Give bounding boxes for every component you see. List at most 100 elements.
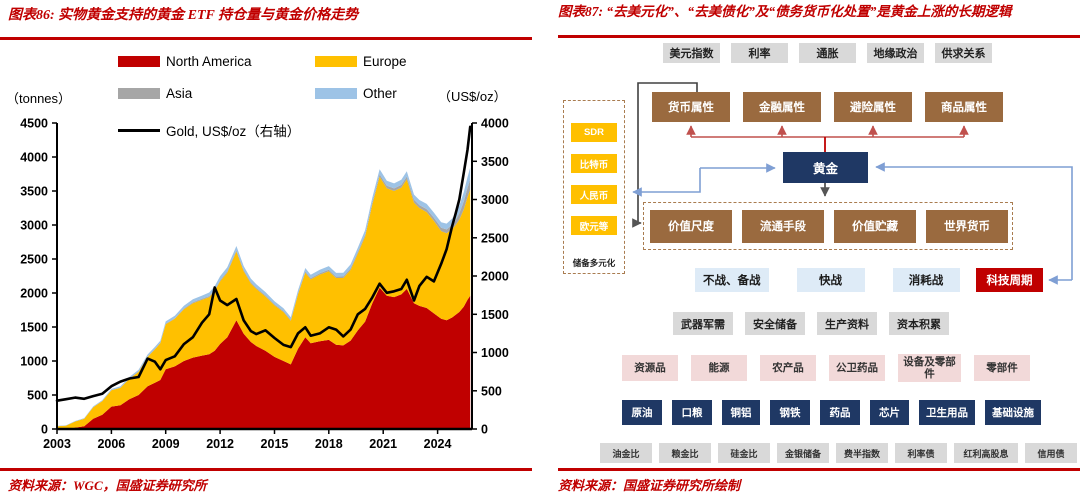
gold-logic-diagram: 美元指数 利率 通胀 地缘政治 供求关系 货币属性 金融属性 避险属性 商品属性 SDR 比特币… [540, 40, 1080, 468]
left-tick-label: 1500 [20, 321, 48, 335]
x-tick-label: 2018 [315, 437, 343, 451]
function-0: 价值尺度 [650, 209, 732, 243]
right-tick-label: 1500 [481, 308, 509, 322]
category-1: 能源 [691, 355, 747, 381]
x-tick-label: 2015 [261, 437, 289, 451]
category-4: 设备及零部件 [898, 353, 961, 383]
legend-item-other: Other [315, 86, 397, 101]
x-tick-label: 2024 [424, 437, 452, 451]
indicator-7: 信用债 [1025, 443, 1077, 463]
function-2: 价值贮藏 [834, 209, 916, 243]
asia-swatch [118, 88, 160, 99]
left-tick-label: 2500 [20, 253, 48, 267]
title-divider [558, 35, 1080, 38]
right-tick-label: 3500 [481, 155, 509, 169]
left-tick-label: 2000 [20, 287, 48, 301]
area-north-america [57, 287, 471, 429]
right-tick-label: 500 [481, 384, 502, 398]
right-tick-label: 4000 [481, 117, 509, 131]
left-tick-label: 500 [27, 389, 48, 403]
x-tick-label: 2009 [152, 437, 180, 451]
footer-divider [558, 468, 1080, 471]
right-tick-label: 3000 [481, 193, 509, 207]
left-tick-label: 4000 [20, 151, 48, 165]
category-2: 农产品 [760, 355, 816, 381]
legend-label: Gold, US$/oz（右轴） [166, 124, 301, 139]
factor-1: 利率 [731, 43, 788, 63]
indicators-row: 油金比 粮金比 硅金比 金银储备 费半指数 利率债 红利高股息 信用债 [600, 443, 1077, 463]
reserve-3: 欧元等 [571, 216, 617, 235]
commodities-row: 原油 口粮 铜铝 钢铁 药品 芯片 卫生用品 基础设施 [622, 400, 1041, 425]
figure-87-source: 资料来源：国盛证券研究所绘制 [558, 478, 741, 493]
right-axis-unit-label: （US$/oz） [438, 89, 507, 104]
connector-arrows [632, 82, 1073, 285]
factor-4: 供求关系 [935, 43, 992, 63]
reserve-2: 人民币 [571, 185, 617, 204]
reserve-1: 比特币 [571, 154, 617, 173]
figure-87-title: 图表87: “去美元化”、“去美债化”及“债务货币化处置”是黄金上涨的长期逻辑 [558, 4, 1012, 19]
war-stage-1: 快战 [796, 268, 865, 292]
other-swatch [315, 88, 357, 99]
indicator-2: 硅金比 [718, 443, 770, 463]
right-tick-label: 1000 [481, 346, 509, 360]
indicator-6: 红利高股息 [954, 443, 1018, 463]
reserve-0: SDR [571, 123, 617, 142]
war-stage-2: 消耗战 [892, 268, 960, 292]
gold-box: 黄金 [783, 152, 868, 183]
footer-divider [0, 468, 532, 471]
legend-label: Other [363, 86, 397, 101]
figure-86-source: 资料来源：WGC，国盛证券研究所 [8, 478, 207, 493]
gold-price-line [55, 125, 472, 402]
gold-line-swatch [118, 128, 160, 132]
title-divider [0, 37, 532, 40]
stacked-area-chart: 0 500 1000 1500 2000 2500 3000 3500 4000 4500 0 500… [20, 117, 509, 452]
attribute-1: 金融属性 [743, 92, 821, 122]
commodity-5: 芯片 [870, 400, 909, 425]
europe-swatch [315, 56, 357, 67]
category-0: 资源品 [622, 355, 678, 381]
attribute-3: 商品属性 [925, 92, 1003, 122]
commodity-4: 药品 [820, 400, 860, 425]
figure-87-panel: 图表87: “去美元化”、“去美债化”及“债务货币化处置”是黄金上涨的长期逻辑 [540, 0, 1080, 503]
indicator-4: 费半指数 [836, 443, 888, 463]
commodity-0: 原油 [622, 400, 662, 425]
function-3: 世界货币 [926, 209, 1008, 243]
legend-label: North America [166, 54, 252, 69]
commodity-6: 卫生用品 [919, 400, 975, 425]
commodity-7: 基础设施 [985, 400, 1041, 425]
commodity-2: 铜铝 [722, 400, 760, 425]
legend-item-europe: Europe [315, 54, 407, 69]
left-tick-label: 3000 [20, 219, 48, 233]
left-tick-label: 4500 [20, 117, 48, 131]
category-3: 公卫药品 [829, 355, 885, 381]
etf-gold-chart: 0 500 1000 1500 2000 2500 3000 3500 4000 4500 0 500… [0, 44, 540, 464]
figure-86-panel: 图表86: 实物黄金支持的黄金 ETF 持仓量与黄金价格走势 0 500 1000 1… [0, 8, 540, 493]
figure-86-title: 图表86: 实物黄金支持的黄金 ETF 持仓量与黄金价格走势 [8, 8, 359, 23]
macro-factors-row: 美元指数 利率 通胀 地缘政治 供求关系 [663, 43, 992, 63]
factor-2: 通胀 [799, 43, 856, 63]
money-functions-group: 价值尺度 流通手段 价值贮藏 世界货币 [643, 202, 1013, 250]
right-tick-label: 2500 [481, 231, 509, 245]
left-tick-label: 1000 [20, 355, 48, 369]
right-tick-label: 2000 [481, 270, 509, 284]
war-needs-row: 武器军需 安全储备 生产资料 资本积累 [673, 312, 949, 335]
left-axis-unit-label: （tonnes） [6, 91, 72, 106]
area-europe [57, 176, 471, 429]
indicator-5: 利率债 [895, 443, 947, 463]
right-tick-label: 0 [481, 423, 488, 437]
legend-label: Asia [166, 86, 193, 101]
war-need-1: 安全储备 [745, 312, 805, 335]
war-need-0: 武器军需 [673, 312, 733, 335]
reserve-boxes: SDR 比特币人民币欧元等 [571, 123, 617, 235]
legend-item-north-america: North America [118, 54, 252, 69]
war-need-3: 资本积累 [889, 312, 949, 335]
indicator-0: 油金比 [600, 443, 652, 463]
x-tick-label: 2003 [43, 437, 71, 451]
x-tick-label: 2012 [206, 437, 234, 451]
indicator-3: 金银储备 [777, 443, 829, 463]
indicator-1: 粮金比 [659, 443, 711, 463]
tech-cycle-box: 科技周期 [976, 268, 1043, 292]
reserve-diversification-group: SDR 比特币 人民币 欧元等 储备多元化 [563, 100, 625, 274]
commodity-1: 口粮 [672, 400, 712, 425]
